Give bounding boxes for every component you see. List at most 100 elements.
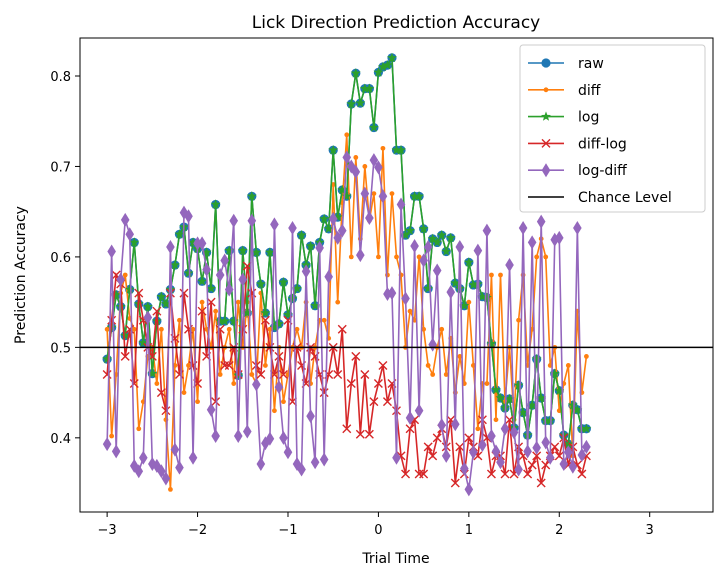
data-point-diff-log: [256, 370, 266, 379]
data-point-log-diff: [509, 425, 519, 440]
data-point-log-diff: [496, 455, 505, 470]
data-point-log: [228, 315, 239, 326]
legend-marker: [541, 58, 551, 68]
legend-marker: [541, 138, 551, 148]
legend-label: log: [578, 110, 599, 126]
data-point-log-diff: [256, 457, 266, 472]
data-point-log: [210, 199, 221, 209]
data-point-diff-log: [333, 370, 343, 379]
data-point-log: [391, 144, 402, 155]
data-point-diff-log: [242, 261, 252, 271]
data-point-log: [332, 211, 343, 222]
data-point-log-diff: [356, 248, 365, 263]
data-point-log-diff: [125, 227, 135, 242]
data-point-log: [292, 283, 302, 293]
data-point-diff-log: [278, 370, 288, 379]
data-point-log: [581, 423, 592, 433]
legend-marker: [543, 87, 549, 93]
data-point-log: [296, 230, 307, 240]
data-point-diff-log: [500, 469, 510, 479]
data-point-diff: [136, 426, 142, 432]
data-point-diff-log: [174, 370, 184, 379]
data-point-diff-log: [211, 397, 221, 407]
x-axis-label: Trial Time: [361, 551, 429, 567]
data-point-log-diff: [206, 402, 216, 417]
data-point-diff: [272, 408, 277, 414]
data-point-log: [323, 223, 334, 234]
y-tick-label: 0.4: [50, 432, 71, 447]
data-point-diff: [425, 363, 431, 368]
data-point-log-diff: [238, 272, 248, 287]
data-point-diff-log: [505, 415, 515, 425]
data-point-log: [142, 301, 153, 311]
x-tick-label: 0: [374, 523, 382, 538]
data-point-diff: [217, 372, 223, 377]
data-point-diff: [335, 299, 341, 305]
plot-area: [80, 52, 713, 497]
data-point-log-diff: [175, 460, 184, 475]
data-point-diff-log: [120, 351, 130, 361]
data-point-diff: [416, 254, 422, 260]
data-point-diff-log: [428, 451, 438, 461]
data-point-log: [486, 338, 497, 348]
data-point-diff-log: [527, 460, 537, 470]
data-point-diff-log: [161, 406, 171, 416]
data-point-diff: [475, 426, 481, 432]
data-point-diff-log: [215, 324, 225, 334]
data-point-log-diff: [374, 160, 383, 175]
data-point-log: [219, 315, 230, 326]
data-point-log: [495, 392, 506, 403]
data-point-log: [328, 144, 339, 155]
data-point-log-diff: [220, 253, 229, 268]
y-tick-label: 0.5: [50, 341, 71, 356]
legend-item-raw: raw: [528, 56, 604, 72]
data-point-log-diff: [242, 424, 252, 439]
data-point-diff-log: [152, 306, 162, 316]
data-point-log-diff: [401, 291, 410, 306]
data-point-log-diff: [193, 236, 202, 251]
data-point-diff: [376, 254, 381, 260]
data-point-diff-log: [233, 370, 243, 379]
data-point-log-diff: [478, 438, 487, 453]
data-point-diff: [267, 326, 273, 332]
data-point-log: [549, 368, 560, 378]
data-point-log-diff: [211, 429, 220, 444]
data-point-log-diff: [577, 448, 587, 463]
data-point-log: [441, 246, 452, 256]
legend-item-diff-log: diff-log: [528, 136, 627, 152]
data-point-log: [423, 283, 434, 293]
data-point-diff-log: [179, 288, 189, 298]
data-point-log: [165, 284, 176, 294]
data-point-log-diff: [396, 197, 406, 212]
y-tick-label: 0.7: [50, 160, 71, 175]
data-point-diff-log: [274, 351, 284, 361]
data-point-log-diff: [120, 212, 130, 227]
data-point-log-diff: [116, 272, 125, 287]
data-point-log-diff: [233, 429, 243, 444]
data-point-log: [527, 400, 538, 410]
data-point-diff-log: [541, 460, 551, 470]
data-point-diff: [565, 363, 571, 368]
data-point-log-diff: [505, 258, 514, 273]
data-point-log-diff: [564, 445, 573, 460]
data-point-diff: [321, 317, 327, 323]
data-point-log: [445, 232, 456, 243]
data-point-diff-log: [156, 388, 166, 398]
data-point-log-diff: [351, 164, 361, 179]
data-point-log-diff: [288, 220, 297, 235]
data-point-log: [183, 267, 194, 278]
data-point-log: [459, 300, 470, 310]
data-point-diff-log: [165, 288, 175, 298]
data-point-diff-log: [455, 442, 465, 452]
data-point-log-diff: [573, 220, 582, 235]
data-point-diff: [158, 326, 164, 332]
data-point-log: [563, 438, 574, 449]
data-point-diff: [294, 326, 300, 332]
data-point-log-diff: [500, 421, 510, 436]
data-point-log-diff: [111, 444, 121, 459]
data-point-log-diff: [405, 410, 415, 425]
data-point-log: [531, 353, 542, 364]
data-point-log: [197, 276, 208, 286]
data-point-diff-log: [450, 478, 460, 488]
data-point-log: [251, 247, 262, 257]
